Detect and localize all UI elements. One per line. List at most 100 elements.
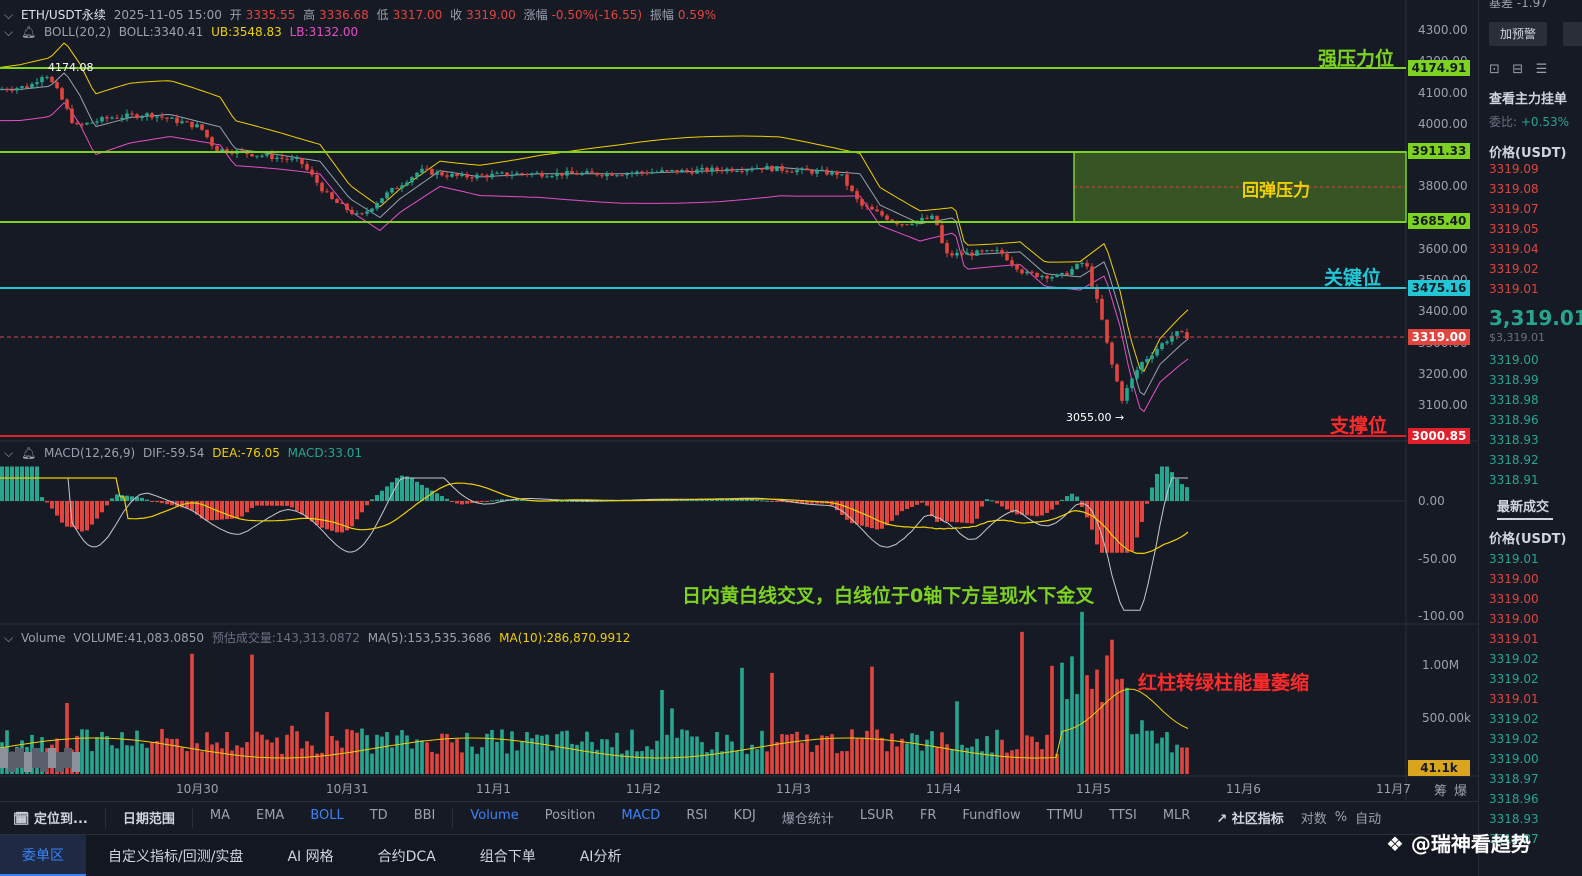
indicator-volume[interactable]: Volume [470, 807, 519, 823]
tab-1[interactable]: 自定义指标/回测/实盘 [108, 848, 244, 865]
indicator-lsur[interactable]: LSUR [859, 807, 894, 823]
indicator-fundflow[interactable]: Fundflow [962, 807, 1021, 823]
add-alert-button[interactable]: 加预警 [1489, 22, 1547, 46]
indicator-rsi[interactable]: RSI [686, 807, 708, 823]
bid-price[interactable]: 3318.98 [1489, 393, 1539, 407]
volume-bar [875, 729, 879, 774]
macd-bar [970, 501, 974, 524]
ask-price[interactable]: 3319.08 [1489, 182, 1539, 196]
indicator-fr[interactable]: FR [919, 807, 937, 823]
bid-price[interactable]: 3318.93 [1489, 433, 1539, 447]
indicator-bbi[interactable]: BBI [413, 807, 436, 823]
community-indicators-button[interactable]: ↗ 社区指标 [1203, 808, 1296, 827]
volume-bar [920, 750, 924, 774]
macd-bar [490, 500, 494, 502]
indicator-爆仓统计[interactable]: 爆仓统计 [781, 811, 834, 827]
candle-body [815, 170, 819, 174]
candle-body [570, 170, 574, 174]
volume-bar [715, 731, 719, 774]
indicator-mlr[interactable]: MLR [1162, 807, 1191, 823]
bid-price[interactable]: 3318.91 [1489, 473, 1539, 487]
indicator-macd[interactable]: MACD [621, 807, 661, 823]
strong-resistance-tag: 4174.91 [1408, 60, 1470, 76]
volume-bar [1175, 744, 1179, 774]
candle-body [110, 117, 114, 119]
tab-2[interactable]: AI 网格 [287, 848, 334, 865]
chip-button[interactable]: 筹 [1434, 784, 1448, 799]
trade-price: 3319.00 [1489, 592, 1539, 606]
view-mode-icons[interactable]: ⊡ ⊟ ☰ [1489, 62, 1548, 77]
more-button[interactable] [1563, 22, 1582, 46]
macd-bar [1025, 501, 1029, 516]
collapse-icon[interactable]: ⌵ [4, 631, 14, 645]
tab-3[interactable]: 合约DCA [377, 848, 436, 865]
auto-scale-toggle[interactable]: 自动 [1355, 812, 1382, 827]
volume-bar [1185, 747, 1189, 774]
macd-bar [685, 499, 689, 501]
macd-bar [880, 501, 884, 529]
ask-price[interactable]: 3319.05 [1489, 222, 1539, 236]
candle-body [565, 170, 569, 176]
indicator-ttmu[interactable]: TTMU [1046, 807, 1084, 823]
tab-4[interactable]: 组合下单 [479, 848, 536, 865]
bid-price[interactable]: 3318.96 [1489, 413, 1539, 427]
candle-body [140, 116, 144, 119]
macd-bar [55, 501, 59, 516]
ask-price[interactable]: 3319.02 [1489, 262, 1539, 276]
volume-bar [965, 747, 969, 774]
trades-title[interactable]: 最新成交 [1497, 500, 1550, 515]
indicator-position[interactable]: Position [544, 807, 596, 823]
macd-bar [185, 501, 189, 509]
volume-bar [1085, 675, 1089, 774]
tab-5[interactable]: AI分析 [579, 848, 622, 865]
collapse-icon[interactable]: ⌵ [4, 446, 14, 460]
log-scale-toggle[interactable]: 对数 [1300, 812, 1327, 827]
macd-bar [395, 477, 399, 501]
candle-body [745, 169, 749, 172]
volume-bar [585, 731, 589, 774]
chart-canvas[interactable] [0, 0, 1478, 800]
bid-price[interactable]: 3318.99 [1489, 373, 1539, 387]
percent-toggle[interactable]: % [1334, 810, 1348, 825]
candle-body [635, 171, 639, 173]
macd-bar [150, 501, 154, 502]
indicator-kdj[interactable]: KDJ [733, 807, 756, 823]
volume-bar [655, 740, 659, 774]
ask-price[interactable]: 3319.04 [1489, 242, 1539, 256]
macd-tick: -50.00 [1418, 551, 1457, 566]
indicator-boll[interactable]: BOLL [310, 807, 344, 823]
candle-body [640, 171, 644, 173]
volume-bar [650, 749, 654, 774]
indicator-ema[interactable]: EMA [255, 807, 285, 823]
indicator-td[interactable]: TD [369, 807, 388, 823]
indicator-ttsi[interactable]: TTSI [1109, 807, 1137, 823]
locate-button[interactable]: 🗓︎ 定位到... [0, 808, 101, 827]
macd-bar [835, 501, 839, 511]
volume-bar [800, 742, 804, 774]
indicator-items: MA EMA BOLL TD BBI Volume Position MACD RSI KDJ 爆仓… [197, 807, 1203, 828]
bell-icon[interactable]: 🔔︎ [20, 446, 37, 460]
bid-price[interactable]: 3319.00 [1489, 353, 1539, 367]
bid-price[interactable]: 3318.92 [1489, 453, 1539, 467]
tab-0[interactable]: 委单区 [0, 835, 86, 876]
candle-body [55, 82, 59, 89]
ask-price[interactable]: 3319.01 [1489, 282, 1539, 296]
volume-bar [935, 746, 939, 774]
date-range-button[interactable]: 日期范围 [122, 812, 175, 827]
bell-icon[interactable]: 🔔︎ [20, 25, 37, 39]
volume-bar [355, 732, 359, 774]
candle-body [460, 174, 464, 176]
collapse-icon[interactable]: ⌵ [4, 8, 14, 22]
price-tick: 3600.00 [1418, 241, 1468, 256]
volume-bar [400, 730, 404, 774]
high-marker: 4174.08 [48, 61, 94, 74]
view-main-orders[interactable]: 查看主力挂单 [1489, 92, 1568, 107]
collapse-icon[interactable]: ⌵ [4, 25, 14, 39]
ask-price[interactable]: 3319.09 [1489, 162, 1539, 176]
macd-bar [195, 501, 199, 515]
indicator-ma[interactable]: MA [209, 807, 230, 823]
macd-bar [330, 501, 334, 531]
ask-price[interactable]: 3319.07 [1489, 202, 1539, 216]
liquidation-button[interactable]: 爆 [1454, 784, 1468, 799]
candle-body [960, 252, 964, 255]
